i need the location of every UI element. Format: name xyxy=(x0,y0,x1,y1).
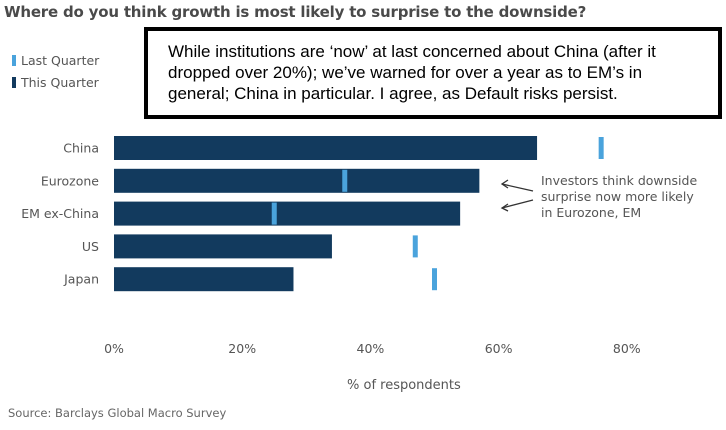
category-label: Japan xyxy=(63,272,99,287)
legend-swatch-this-quarter xyxy=(12,77,16,88)
chart-title: Where do you think growth is most likely… xyxy=(4,3,587,21)
legend-item-last-quarter: Last Quarter xyxy=(12,53,99,68)
annotation-text: Investors think downside surprise now mo… xyxy=(541,173,698,220)
category-label: US xyxy=(82,239,99,254)
arrow-eurozone xyxy=(501,183,534,192)
x-tick-label: 0% xyxy=(104,341,124,356)
marker-last-quarter xyxy=(342,169,348,192)
marker-last-quarter xyxy=(412,235,418,258)
arrow-em xyxy=(501,199,534,209)
category-label: Eurozone xyxy=(41,173,99,188)
annotation-arrows xyxy=(500,179,534,212)
legend-item-this-quarter: This Quarter xyxy=(12,75,99,90)
bar-this-quarter xyxy=(114,234,332,259)
legend-label: Last Quarter xyxy=(21,53,100,68)
commentary-text: While institutions are ‘now’ at last con… xyxy=(168,42,656,103)
bar-this-quarter xyxy=(114,201,461,226)
arrowhead-em xyxy=(500,203,509,212)
marker-last-quarter xyxy=(598,137,604,159)
bar-this-quarter xyxy=(114,168,480,193)
x-tick-label: 20% xyxy=(228,341,256,356)
x-tick-label: 40% xyxy=(357,341,385,356)
bar-this-quarter xyxy=(114,267,294,292)
arrowhead-eurozone xyxy=(500,179,509,189)
bar-this-quarter xyxy=(114,136,538,160)
x-tick-label: 80% xyxy=(613,341,641,356)
x-axis-title: % of respondents xyxy=(347,378,461,393)
legend-swatch-last-quarter xyxy=(12,55,16,66)
source-note: Source: Barclays Global Macro Survey xyxy=(8,406,227,420)
legend-label: This Quarter xyxy=(21,75,99,90)
commentary-box: While institutions are ‘now’ at last con… xyxy=(144,27,722,119)
category-label: China xyxy=(63,141,99,156)
marker-last-quarter xyxy=(271,202,277,225)
category-label: EM ex-China xyxy=(21,206,99,221)
x-tick-label: 60% xyxy=(485,341,513,356)
marker-last-quarter xyxy=(432,268,437,291)
